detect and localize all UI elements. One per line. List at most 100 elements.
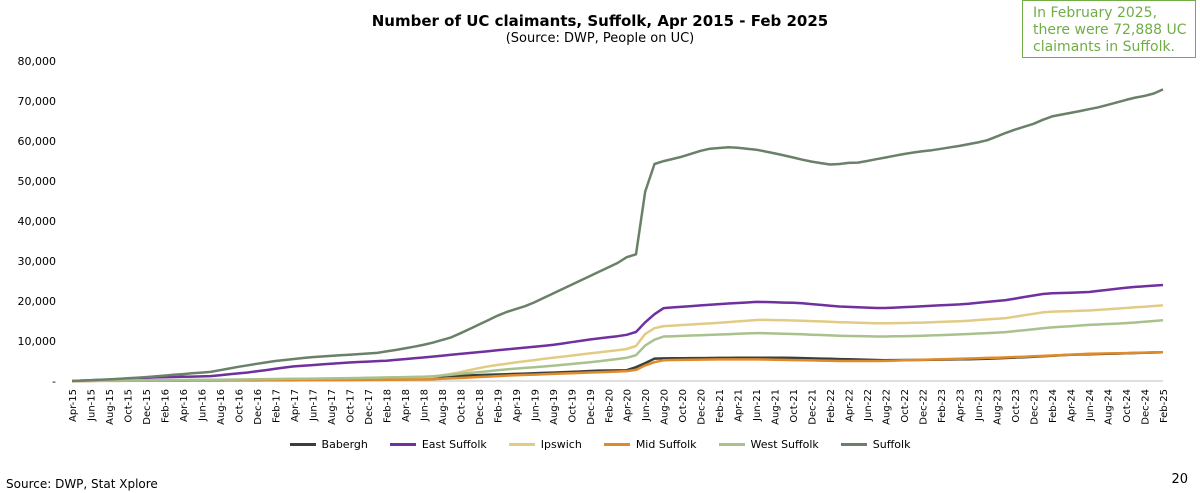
x-tick-label: Aug-24 <box>1104 389 1115 425</box>
legend-item-west-suffolk: West Suffolk <box>718 438 819 451</box>
x-tick-label: Apr-17 <box>290 389 301 422</box>
legend-label: Suffolk <box>872 438 911 451</box>
x-tick-label: Aug-21 <box>771 389 782 425</box>
y-tick-label: - <box>52 375 56 388</box>
x-tick-label: Apr-24 <box>1067 389 1078 422</box>
x-tick-label: Apr-22 <box>845 389 856 422</box>
source-footer: Source: DWP, Stat Xplore <box>6 477 158 491</box>
x-tick-label: Oct-18 <box>456 389 467 423</box>
x-tick-label: Aug-22 <box>882 389 893 425</box>
y-axis: - 10,000 20,000 30,000 40,000 50,000 60,000 70,… <box>18 55 57 388</box>
y-tick-label: 10,000 <box>18 335 57 348</box>
x-tick-label: Jun-15 <box>86 389 97 422</box>
x-tick-label: Apr-15 <box>68 389 79 422</box>
x-tick-label: Jun-22 <box>863 389 874 422</box>
x-axis: Apr-15 Jun-15 Aug-15 Oct-15 Dec-15 Feb-16 Apr-… <box>68 380 1170 425</box>
x-tick-label: Dec-21 <box>808 389 819 425</box>
series-line-east-suffolk <box>71 283 1164 383</box>
x-tick-label: Feb-25 <box>1159 389 1170 423</box>
x-tick-label: Feb-18 <box>382 389 393 423</box>
y-tick-label: 30,000 <box>18 255 57 268</box>
legend-swatch <box>718 443 745 446</box>
x-tick-label: Oct-23 <box>1011 389 1022 423</box>
x-tick-label: Oct-24 <box>1122 389 1133 423</box>
x-tick-label: Dec-23 <box>1030 389 1041 425</box>
x-tick-label: Feb-17 <box>271 389 282 423</box>
x-tick-label: Jun-16 <box>197 389 208 422</box>
x-tick-label: Apr-23 <box>956 389 967 422</box>
series-group <box>71 88 1164 383</box>
x-tick-label: Feb-21 <box>715 389 726 423</box>
x-tick-label: Oct-22 <box>900 389 911 423</box>
legend-label: Mid Suffolk <box>635 438 697 451</box>
x-tick-label: Dec-22 <box>919 389 930 425</box>
legend-item-ipswich: Ipswich <box>508 438 582 451</box>
legend-item-suffolk: Suffolk <box>840 438 911 451</box>
series-line-west-suffolk <box>71 318 1164 383</box>
legend-swatch <box>289 443 316 446</box>
x-tick-label: Oct-19 <box>567 389 578 423</box>
x-tick-label: Aug-17 <box>327 389 338 425</box>
x-tick-label: Dec-24 <box>1141 389 1152 425</box>
legend-item-mid-suffolk: Mid Suffolk <box>603 438 697 451</box>
x-tick-label: Jun-21 <box>752 389 763 422</box>
series-line-suffolk <box>71 88 1164 383</box>
y-tick-label: 60,000 <box>18 135 57 148</box>
page-number: 20 <box>1171 472 1188 487</box>
x-tick-label: Jun-19 <box>530 389 541 422</box>
legend-swatch <box>508 443 535 446</box>
x-tick-label: Jun-17 <box>308 389 319 422</box>
x-tick-label: Feb-22 <box>826 389 837 423</box>
y-tick-label: 70,000 <box>18 95 57 108</box>
annotation-callout: In February 2025, there were 72,888 UC c… <box>1022 0 1196 58</box>
x-tick-label: Jun-20 <box>641 389 652 422</box>
x-tick-label: Aug-16 <box>216 389 227 425</box>
legend-label: Ipswich <box>540 438 582 451</box>
x-tick-label: Aug-20 <box>660 389 671 425</box>
x-tick-label: Oct-21 <box>789 389 800 423</box>
x-tick-label: Jun-18 <box>419 389 430 422</box>
x-tick-label: Dec-20 <box>697 389 708 425</box>
y-tick-label: 80,000 <box>18 55 57 68</box>
x-tick-label: Feb-20 <box>604 389 615 423</box>
x-tick-label: Dec-18 <box>475 389 486 425</box>
legend-item-east-suffolk: East Suffolk <box>389 438 487 451</box>
x-tick-label: Aug-15 <box>105 389 116 425</box>
x-tick-label: Feb-23 <box>937 389 948 423</box>
y-tick-label: 40,000 <box>18 215 57 228</box>
legend-label: Babergh <box>321 438 368 451</box>
x-tick-label: Dec-16 <box>253 389 264 425</box>
x-tick-label: Oct-20 <box>678 389 689 423</box>
y-tick-label: 20,000 <box>18 295 57 308</box>
x-tick-label: Aug-18 <box>438 389 449 425</box>
x-tick-label: Apr-21 <box>734 389 745 422</box>
legend-label: West Suffolk <box>750 438 819 451</box>
x-tick-label: Aug-23 <box>993 389 1004 425</box>
x-tick-label: Oct-16 <box>234 389 245 423</box>
x-tick-label: Jun-24 <box>1085 389 1096 422</box>
legend-item-babergh: Babergh <box>289 438 368 451</box>
x-tick-label: Feb-16 <box>160 389 171 423</box>
x-tick-label: Dec-19 <box>586 389 597 425</box>
x-tick-label: Aug-19 <box>549 389 560 425</box>
chart-subtitle: (Source: DWP, People on UC) <box>505 31 695 46</box>
x-tick-label: Apr-20 <box>623 389 634 422</box>
x-tick-label: Feb-24 <box>1048 389 1059 423</box>
x-tick-label: Oct-17 <box>345 389 356 423</box>
legend-swatch <box>389 443 416 446</box>
x-tick-label: Oct-15 <box>123 389 134 423</box>
chart-title: Number of UC claimants, Suffolk, Apr 201… <box>371 12 829 30</box>
x-tick-label: Feb-19 <box>493 389 504 423</box>
y-tick-label: 50,000 <box>18 175 57 188</box>
x-tick-label: Dec-15 <box>142 389 153 425</box>
x-tick-label: Apr-16 <box>179 389 190 422</box>
legend-label: East Suffolk <box>421 438 487 451</box>
chart-legend: Babergh East Suffolk Ipswich Mid Suffolk Wes… <box>0 438 1200 451</box>
x-tick-label: Apr-18 <box>401 389 412 422</box>
x-tick-label: Dec-17 <box>364 389 375 425</box>
x-tick-label: Jun-23 <box>974 389 985 422</box>
legend-swatch <box>840 443 867 446</box>
legend-swatch <box>603 443 630 446</box>
x-tick-label: Apr-19 <box>512 389 523 422</box>
